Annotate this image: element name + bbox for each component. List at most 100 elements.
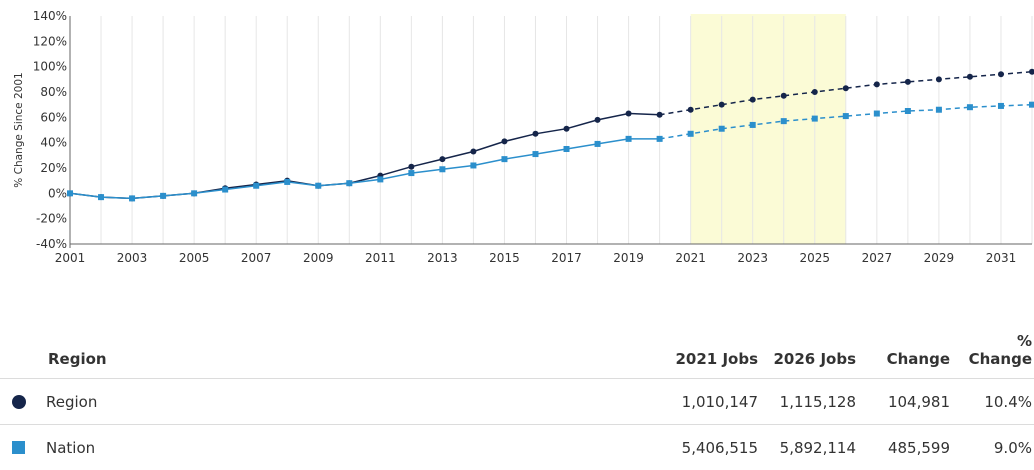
nation-data-point [501, 156, 507, 162]
y-axis-label: % Change Since 2001 [13, 72, 25, 187]
nation-data-point [657, 136, 663, 142]
x-tick-label: 2005 [179, 251, 210, 265]
nation-data-point [719, 126, 725, 132]
header-region: Region [0, 332, 640, 379]
nation-data-point [781, 118, 787, 124]
region-data-point [501, 138, 507, 144]
region-data-point [967, 74, 973, 80]
x-tick-label: 2031 [986, 251, 1017, 265]
summary-table: Region 2021 Jobs 2026 Jobs Change %Chang… [0, 332, 1034, 470]
nation-data-point [998, 103, 1004, 109]
header-pct-change: %Change [952, 332, 1034, 379]
y-tick-label: 80% [40, 85, 67, 99]
row-2026-jobs: 1,115,128 [760, 379, 858, 425]
row-name: Region [46, 393, 97, 411]
region-data-point [719, 102, 725, 108]
nation-data-point [967, 104, 973, 110]
nation-data-point [1029, 102, 1034, 108]
row-pct-change: 10.4% [952, 379, 1034, 425]
nation-data-point [160, 193, 166, 199]
y-tick-label: -20% [36, 212, 67, 226]
nation-data-point [222, 187, 228, 193]
nation-data-point [315, 183, 321, 189]
region-data-point [874, 81, 880, 87]
nation-data-point [905, 108, 911, 114]
region-data-point [408, 164, 414, 170]
nation-data-point [191, 190, 197, 196]
region-data-point [750, 97, 756, 103]
region-data-point [812, 89, 818, 95]
nation-data-point [284, 179, 290, 185]
x-tick-label: 2013 [427, 251, 458, 265]
row-region-cell: Region [0, 379, 640, 425]
x-tick-label: 2009 [303, 251, 334, 265]
x-tick-label: 2029 [924, 251, 955, 265]
header-2021-jobs: 2021 Jobs [640, 332, 760, 379]
x-tick-label: 2019 [613, 251, 644, 265]
nation-data-point [253, 183, 259, 189]
region-data-point [626, 111, 632, 117]
table-row: Nation 5,406,515 5,892,114 485,599 9.0% [0, 425, 1034, 470]
nation-data-point [377, 176, 383, 182]
y-tick-label: 20% [40, 161, 67, 175]
row-change: 485,599 [858, 425, 952, 470]
region-data-point [657, 112, 663, 118]
region-data-point [439, 156, 445, 162]
y-tick-label: 100% [33, 60, 67, 74]
region-data-point [936, 76, 942, 82]
header-pct-symbol: % [1017, 332, 1032, 350]
nation-data-point [439, 166, 445, 172]
region-data-point [998, 71, 1004, 77]
y-tick-label: 40% [40, 136, 67, 150]
region-data-point [843, 85, 849, 91]
region-data-point [781, 93, 787, 99]
nation-data-point [595, 141, 601, 147]
row-2026-jobs: 5,892,114 [760, 425, 858, 470]
y-tick-label: 60% [40, 110, 67, 124]
header-2026-jobs: 2026 Jobs [760, 332, 858, 379]
line-chart: % Change Since 2001 -40% -20% 0% 20% 40% 60% 8… [0, 0, 1034, 300]
nation-data-point [408, 170, 414, 176]
nation-data-point [470, 162, 476, 168]
y-tick-label: 140% [33, 9, 67, 23]
y-tick-label: 0% [48, 186, 67, 200]
region-data-point [1029, 69, 1034, 75]
nation-data-point [564, 146, 570, 152]
nation-series-line [70, 139, 660, 199]
y-tick-label: 120% [33, 34, 67, 48]
x-tick-label: 2011 [365, 251, 396, 265]
nation-data-point [936, 107, 942, 113]
header-pct-word: Change [969, 350, 1032, 368]
region-data-point [688, 107, 694, 113]
x-tick-label: 2007 [241, 251, 272, 265]
row-2021-jobs: 5,406,515 [640, 425, 760, 470]
nation-data-point [532, 151, 538, 157]
x-tick-label: 2021 [675, 251, 706, 265]
x-tick-label: 2003 [117, 251, 148, 265]
nation-data-point [129, 195, 135, 201]
nation-data-point [843, 113, 849, 119]
region-data-point [905, 79, 911, 85]
nation-data-point [98, 194, 104, 200]
region-data-point [564, 126, 570, 132]
nation-data-point [67, 190, 73, 196]
row-2021-jobs: 1,010,147 [640, 379, 760, 425]
x-tick-label: 2017 [551, 251, 582, 265]
circle-marker-icon [12, 395, 26, 409]
row-name: Nation [46, 439, 95, 457]
table-header-row: Region 2021 Jobs 2026 Jobs Change %Chang… [0, 332, 1034, 379]
x-tick-label: 2015 [489, 251, 520, 265]
y-tick-label: -40% [36, 237, 67, 251]
x-tick-label: 2001 [55, 251, 86, 265]
region-data-point [470, 149, 476, 155]
square-marker-icon [12, 441, 25, 454]
region-data-point [595, 117, 601, 123]
row-change: 104,981 [858, 379, 952, 425]
region-data-point [532, 131, 538, 137]
row-region-cell: Nation [0, 425, 640, 470]
nation-data-point [750, 122, 756, 128]
region-series-line [70, 114, 660, 199]
row-pct-change: 9.0% [952, 425, 1034, 470]
projection-highlight-band [691, 14, 846, 244]
table-row: Region 1,010,147 1,115,128 104,981 10.4% [0, 379, 1034, 425]
